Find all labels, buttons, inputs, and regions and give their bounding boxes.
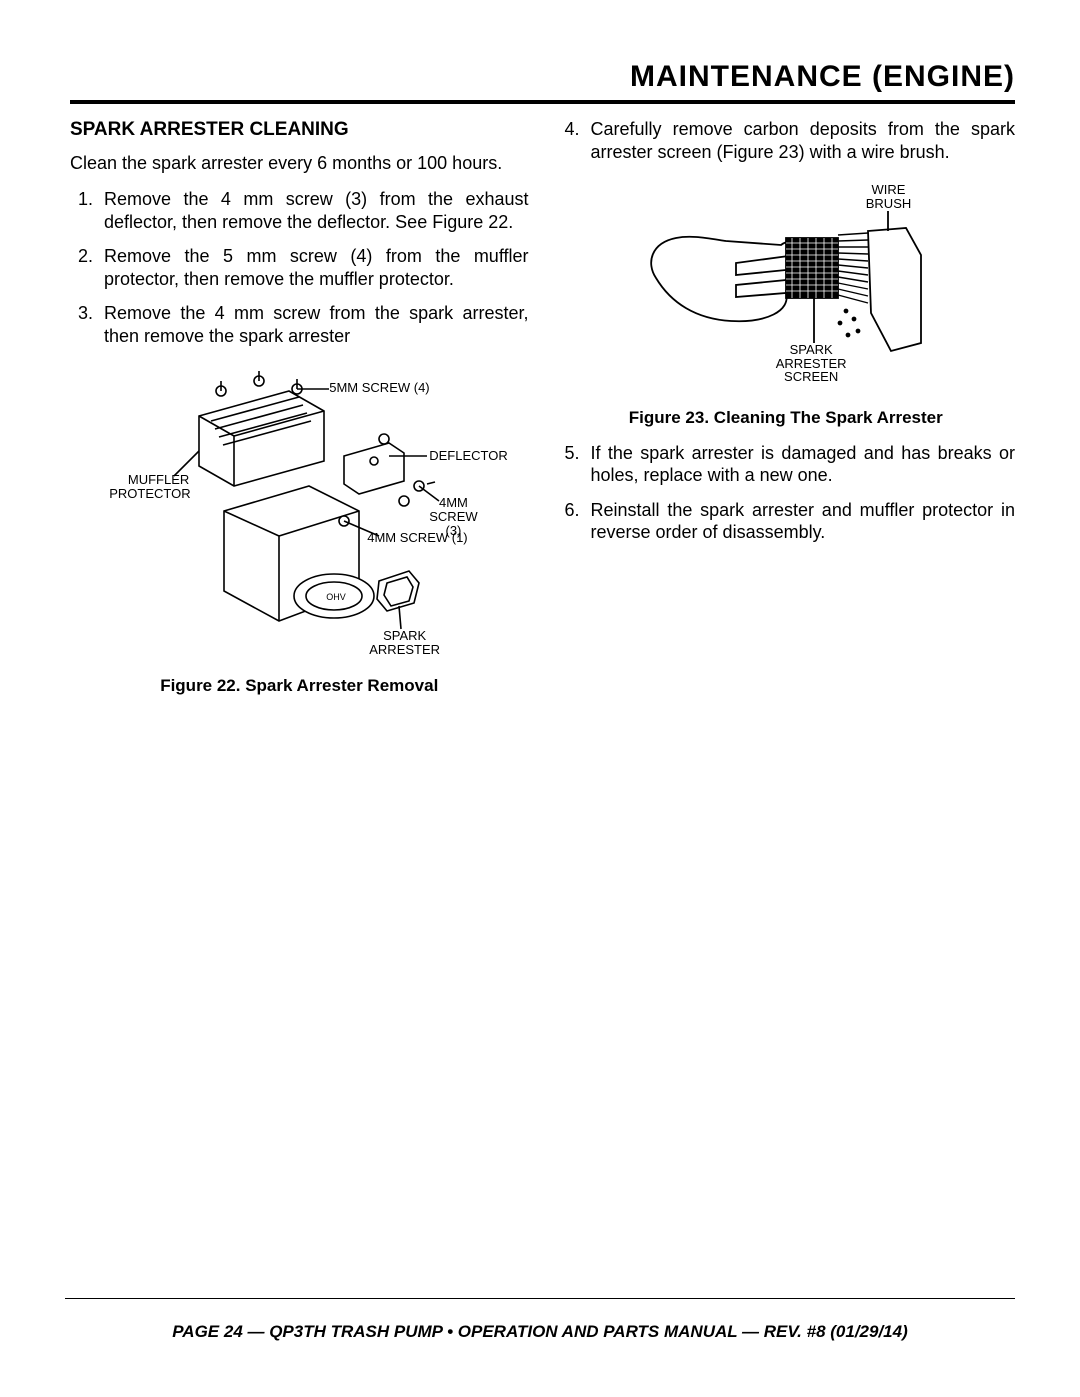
label-spark-arrester: SPARK ARRESTER	[369, 629, 440, 656]
label-4mm-screw-1: 4MM SCREW (1)	[367, 531, 467, 545]
ohv-label: OHV	[326, 592, 346, 602]
page-footer: PAGE 24 — QP3TH TRASH PUMP • OPERATION A…	[0, 1322, 1080, 1342]
label-deflector: DEFLECTOR	[429, 449, 508, 463]
steps-list-right-b: If the spark arrester is damaged and has…	[557, 442, 1016, 544]
step-5: If the spark arrester is damaged and has…	[585, 442, 1016, 487]
right-column: Carefully remove carbon deposits from th…	[557, 118, 1016, 696]
step-1: Remove the 4 mm screw (3) from the exhau…	[98, 188, 529, 233]
step-6: Reinstall the spark arrester and muffler…	[585, 499, 1016, 544]
footer-rule	[65, 1298, 1015, 1299]
label-spark-arrester-screen: SPARK ARRESTER SCREEN	[776, 343, 847, 384]
figure-22-caption: Figure 22. Spark Arrester Removal	[70, 675, 529, 696]
figure-23-caption: Figure 23. Cleaning The Spark Arrester	[557, 407, 1016, 428]
left-column: SPARK ARRESTER CLEANING Clean the spark …	[70, 118, 529, 696]
figure-23: WIRE BRUSH SPARK ARRESTER SCREEN	[636, 183, 936, 393]
header-rule	[70, 100, 1015, 104]
content-columns: SPARK ARRESTER CLEANING Clean the spark …	[70, 118, 1015, 696]
label-5mm-screw: 5MM SCREW (4)	[329, 381, 429, 395]
figure-23-wrap: WIRE BRUSH SPARK ARRESTER SCREEN Figure …	[557, 177, 1016, 428]
figure-22-wrap: OHV 5MM SCREW (4) DEFLECTOR 4MM SCREW (3…	[70, 361, 529, 696]
page-header: MAINTENANCE (ENGINE)	[70, 60, 1015, 94]
figure-22-svg: OHV	[129, 361, 469, 661]
intro-text: Clean the spark arrester every 6 months …	[70, 152, 529, 175]
step-2: Remove the 5 mm screw (4) from the muffl…	[98, 245, 529, 290]
label-wire-brush: WIRE BRUSH	[866, 183, 912, 210]
figure-22: OHV 5MM SCREW (4) DEFLECTOR 4MM SCREW (3…	[129, 361, 469, 661]
steps-list-right-a: Carefully remove carbon deposits from th…	[557, 118, 1016, 163]
label-muffler-protector: MUFFLER PROTECTOR	[109, 473, 189, 500]
step-3: Remove the 4 mm screw from the spark arr…	[98, 302, 529, 347]
step-4: Carefully remove carbon deposits from th…	[585, 118, 1016, 163]
section-title: SPARK ARRESTER CLEANING	[70, 118, 529, 142]
steps-list-left: Remove the 4 mm screw (3) from the exhau…	[70, 188, 529, 347]
page: MAINTENANCE (ENGINE) SPARK ARRESTER CLEA…	[0, 0, 1080, 1397]
